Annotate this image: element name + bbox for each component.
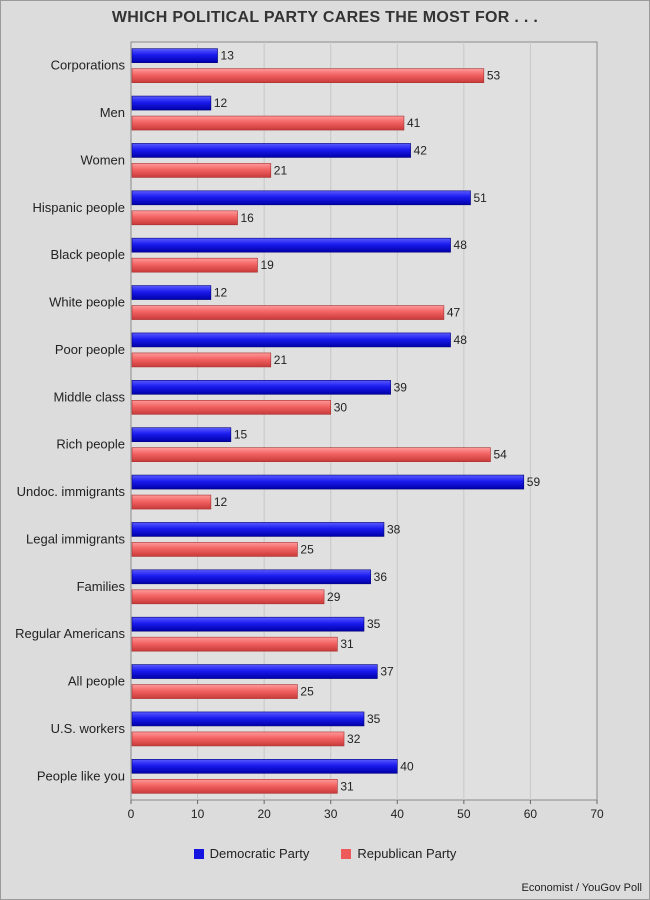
x-tick-label: 50: [457, 807, 471, 821]
source-note: Economist / YouGov Poll: [521, 882, 642, 894]
data-label: 35: [367, 617, 381, 631]
bar-democratic: [131, 143, 411, 158]
legend-item-republican: Republican Party: [341, 846, 456, 861]
data-label: 51: [474, 191, 488, 205]
data-label: 21: [274, 163, 288, 177]
category-label: U.S. workers: [51, 721, 126, 736]
category-label: Hispanic people: [32, 200, 125, 215]
category-label: Corporations: [51, 58, 126, 73]
category-label: Men: [100, 105, 125, 120]
legend-swatch-democratic: [193, 848, 204, 859]
data-label: 30: [334, 400, 348, 414]
bar-republican: [131, 636, 338, 652]
legend: Democratic Party Republican Party: [0, 846, 650, 861]
bar-republican: [131, 305, 445, 320]
bar-republican: [131, 447, 491, 462]
bar-republican: [131, 779, 338, 794]
bar-republican: [131, 542, 298, 557]
category-label: Undoc. immigrants: [17, 484, 126, 499]
data-label: 36: [374, 570, 388, 584]
data-label: 16: [241, 211, 255, 225]
data-label: 38: [387, 522, 401, 536]
data-label: 12: [214, 96, 228, 110]
bar-republican: [131, 257, 258, 273]
data-label: 31: [340, 779, 354, 793]
x-tick-label: 0: [128, 807, 135, 821]
category-label: Rich people: [56, 437, 125, 452]
category-label: Legal immigrants: [26, 531, 125, 546]
data-label: 48: [454, 333, 468, 347]
data-label: 41: [407, 116, 421, 130]
data-label: 25: [300, 542, 314, 556]
data-label: 29: [327, 590, 341, 604]
category-label: Women: [80, 152, 125, 167]
category-label: Regular Americans: [15, 626, 125, 641]
data-label: 37: [380, 665, 394, 679]
bar-democratic: [131, 569, 371, 585]
data-label: 12: [214, 286, 228, 300]
data-label: 47: [447, 306, 461, 320]
data-label: 35: [367, 712, 381, 726]
bar-republican: [131, 494, 212, 510]
data-label: 31: [340, 637, 354, 651]
data-label: 39: [394, 380, 408, 394]
data-label: 19: [260, 258, 274, 272]
bar-democratic: [131, 380, 391, 395]
data-label: 13: [221, 49, 235, 63]
category-label: All people: [68, 674, 125, 689]
category-label: White people: [49, 295, 125, 310]
bar-republican: [131, 210, 238, 226]
bar-democratic: [131, 285, 212, 300]
bar-democratic: [131, 332, 451, 348]
data-label: 48: [454, 238, 468, 252]
x-tick-label: 60: [524, 807, 538, 821]
bar-republican: [131, 684, 298, 699]
category-label: People like you: [37, 768, 125, 783]
bar-democratic: [131, 237, 451, 253]
bar-democratic: [131, 48, 218, 63]
data-label: 59: [527, 475, 541, 489]
x-tick-label: 70: [590, 807, 604, 821]
bar-republican: [131, 352, 272, 368]
category-label: Black people: [51, 247, 125, 262]
data-label: 53: [487, 69, 501, 83]
bar-republican: [131, 589, 325, 605]
x-tick-label: 20: [257, 807, 271, 821]
bar-democratic: [131, 190, 471, 206]
category-label: Families: [77, 579, 126, 594]
bar-democratic: [131, 616, 365, 632]
bar-republican: [131, 115, 405, 131]
data-label: 25: [300, 685, 314, 699]
category-label: Middle class: [53, 389, 125, 404]
legend-label-democratic: Democratic Party: [209, 846, 310, 861]
bar-democratic: [131, 711, 365, 727]
chart-title: WHICH POLITICAL PARTY CARES THE MOST FOR…: [111, 9, 539, 26]
legend-item-democratic: Democratic Party: [193, 846, 310, 861]
data-label: 40: [400, 759, 414, 773]
bar-democratic: [131, 474, 525, 490]
bar-republican: [131, 400, 332, 415]
data-label: 15: [234, 428, 248, 442]
x-tick-label: 30: [324, 807, 338, 821]
category-label: Poor people: [55, 342, 125, 357]
legend-label-republican: Republican Party: [357, 846, 457, 861]
bar-republican: [131, 731, 345, 747]
x-tick-label: 10: [191, 807, 205, 821]
data-label: 12: [214, 495, 228, 509]
data-label: 32: [347, 732, 361, 746]
legend-swatch-republican: [341, 848, 352, 859]
bar-democratic: [131, 759, 398, 774]
x-tick-label: 40: [391, 807, 405, 821]
data-label: 21: [274, 353, 288, 367]
bar-democratic: [131, 664, 378, 679]
data-label: 54: [493, 448, 507, 462]
bar-democratic: [131, 427, 232, 442]
bar-democratic: [131, 95, 212, 111]
bar-democratic: [131, 522, 385, 537]
bar-republican: [131, 163, 272, 178]
data-label: 42: [414, 143, 428, 157]
bar-republican: [131, 68, 485, 83]
